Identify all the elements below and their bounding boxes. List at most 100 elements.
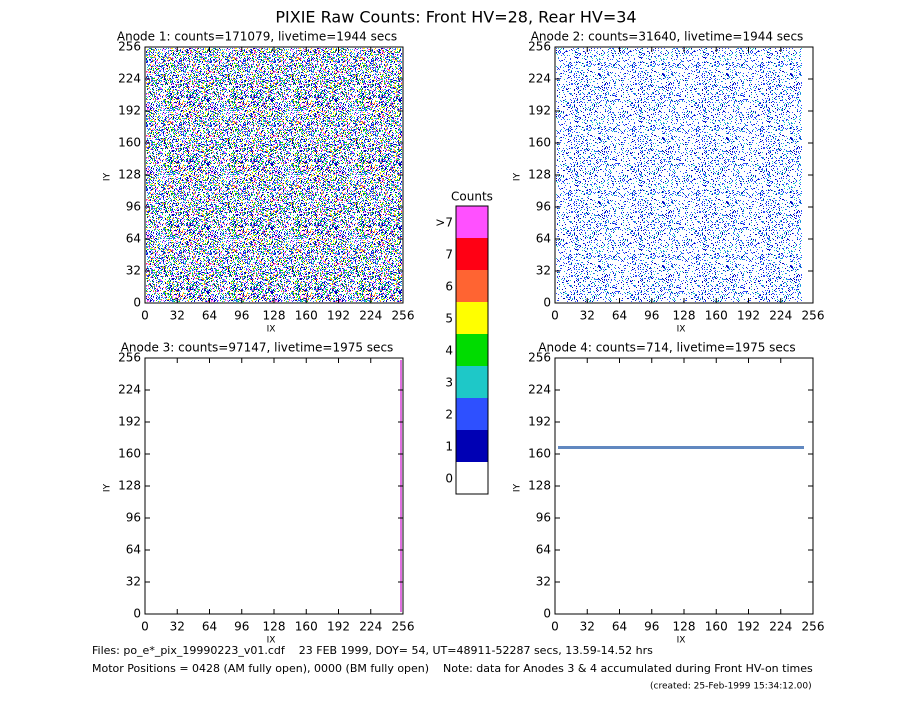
colorbar-swatch bbox=[456, 302, 488, 334]
x-tick-label: 0 bbox=[141, 309, 149, 323]
colorbar-label: 7 bbox=[445, 248, 453, 262]
y-tick-label: 160 bbox=[118, 136, 141, 150]
x-tick-label: 0 bbox=[141, 620, 149, 634]
colorbar-swatch bbox=[456, 334, 488, 366]
y-tick-label: 96 bbox=[126, 511, 141, 525]
y-tick-label: 160 bbox=[118, 447, 141, 461]
colorbar-swatch bbox=[456, 206, 488, 238]
y-tick-label: 128 bbox=[118, 168, 141, 182]
panel-title: Anode 3: counts=97147, livetime=1975 sec… bbox=[121, 341, 394, 355]
panel-title: Anode 2: counts=31640, livetime=1944 sec… bbox=[531, 30, 804, 44]
plot-frame bbox=[144, 357, 404, 615]
x-tick-label: 128 bbox=[673, 309, 696, 323]
footer-line: Files: po_e*_pix_19990223_v01.cdf 23 FEB… bbox=[92, 644, 653, 657]
colorbar-title: Counts bbox=[451, 190, 493, 204]
image-stripe bbox=[558, 446, 804, 449]
x-tick-label: 64 bbox=[612, 620, 627, 634]
colorbar-swatch bbox=[456, 270, 488, 302]
colorbar-frame bbox=[455, 205, 489, 495]
y-tick-label: 160 bbox=[528, 447, 551, 461]
y-axis-label: IY bbox=[103, 483, 113, 492]
x-tick-label: 160 bbox=[705, 309, 728, 323]
y-tick-label: 0 bbox=[133, 607, 141, 621]
x-tick-label: 32 bbox=[580, 620, 595, 634]
y-axis-label: IY bbox=[103, 172, 113, 181]
footer-line: (created: 25-Feb-1999 15:34:12.00) bbox=[650, 682, 812, 692]
y-axis-label: IY bbox=[513, 172, 523, 181]
x-tick-label: 192 bbox=[737, 309, 760, 323]
y-tick-label: 96 bbox=[126, 200, 141, 214]
y-tick-label: 0 bbox=[133, 296, 141, 310]
y-tick-label: 160 bbox=[528, 136, 551, 150]
y-tick-label: 64 bbox=[126, 232, 141, 246]
x-axis-label: IX bbox=[677, 636, 686, 646]
page-title: PIXIE Raw Counts: Front HV=28, Rear HV=3… bbox=[275, 8, 636, 27]
x-tick-label: 0 bbox=[551, 309, 559, 323]
x-tick-label: 128 bbox=[263, 620, 286, 634]
plot-frame bbox=[554, 357, 814, 615]
colorbar-label: 2 bbox=[445, 408, 453, 422]
colorbar-swatch bbox=[456, 430, 488, 462]
y-tick-label: 256 bbox=[118, 40, 141, 54]
x-tick-label: 32 bbox=[580, 309, 595, 323]
x-tick-label: 192 bbox=[737, 620, 760, 634]
x-tick-label: 224 bbox=[769, 309, 792, 323]
x-axis-label: IX bbox=[677, 325, 686, 335]
colorbar-swatch bbox=[456, 238, 488, 270]
y-tick-label: 96 bbox=[536, 200, 551, 214]
x-tick-label: 256 bbox=[392, 620, 415, 634]
y-tick-label: 224 bbox=[528, 72, 551, 86]
x-tick-label: 192 bbox=[327, 620, 350, 634]
x-tick-label: 64 bbox=[612, 309, 627, 323]
y-axis-label: IY bbox=[513, 483, 523, 492]
y-tick-label: 224 bbox=[528, 383, 551, 397]
colorbar-label: 1 bbox=[445, 440, 453, 454]
y-tick-label: 32 bbox=[126, 575, 141, 589]
y-tick-label: 32 bbox=[126, 264, 141, 278]
x-tick-label: 160 bbox=[295, 309, 318, 323]
x-tick-label: 96 bbox=[234, 309, 249, 323]
x-tick-label: 192 bbox=[327, 309, 350, 323]
y-tick-label: 128 bbox=[528, 168, 551, 182]
x-tick-label: 128 bbox=[673, 620, 696, 634]
colorbar-label: 0 bbox=[445, 472, 453, 486]
x-tick-label: 160 bbox=[705, 620, 728, 634]
y-tick-label: 0 bbox=[543, 296, 551, 310]
colorbar-swatch bbox=[456, 462, 488, 494]
colorbar-label: 3 bbox=[445, 376, 453, 390]
y-tick-label: 256 bbox=[528, 351, 551, 365]
x-tick-label: 64 bbox=[202, 309, 217, 323]
colorbar-label: 6 bbox=[445, 280, 453, 294]
x-tick-label: 256 bbox=[392, 309, 415, 323]
y-tick-label: 64 bbox=[536, 543, 551, 557]
panel-title: Anode 4: counts=714, livetime=1975 secs bbox=[538, 341, 795, 355]
x-tick-label: 224 bbox=[359, 309, 382, 323]
y-tick-label: 64 bbox=[536, 232, 551, 246]
y-tick-label: 224 bbox=[118, 383, 141, 397]
x-tick-label: 256 bbox=[802, 309, 825, 323]
x-tick-label: 224 bbox=[769, 620, 792, 634]
x-tick-label: 96 bbox=[234, 620, 249, 634]
y-tick-label: 192 bbox=[528, 104, 551, 118]
x-tick-label: 256 bbox=[802, 620, 825, 634]
x-tick-label: 96 bbox=[644, 309, 659, 323]
x-tick-label: 64 bbox=[202, 620, 217, 634]
x-tick-label: 224 bbox=[359, 620, 382, 634]
colorbar-swatch bbox=[456, 398, 488, 430]
colorbar-label: 4 bbox=[445, 344, 453, 358]
y-tick-label: 0 bbox=[543, 607, 551, 621]
x-axis-label: IX bbox=[267, 325, 276, 335]
y-tick-label: 192 bbox=[528, 415, 551, 429]
y-tick-label: 64 bbox=[126, 543, 141, 557]
y-tick-label: 224 bbox=[118, 72, 141, 86]
y-tick-label: 256 bbox=[118, 351, 141, 365]
x-tick-label: 0 bbox=[551, 620, 559, 634]
y-tick-label: 32 bbox=[536, 264, 551, 278]
image-texture bbox=[556, 48, 802, 302]
y-tick-label: 128 bbox=[118, 479, 141, 493]
panel-title: Anode 1: counts=171079, livetime=1944 se… bbox=[117, 30, 397, 44]
y-tick-label: 256 bbox=[528, 40, 551, 54]
colorbar-label: 5 bbox=[445, 312, 453, 326]
x-tick-label: 128 bbox=[263, 309, 286, 323]
